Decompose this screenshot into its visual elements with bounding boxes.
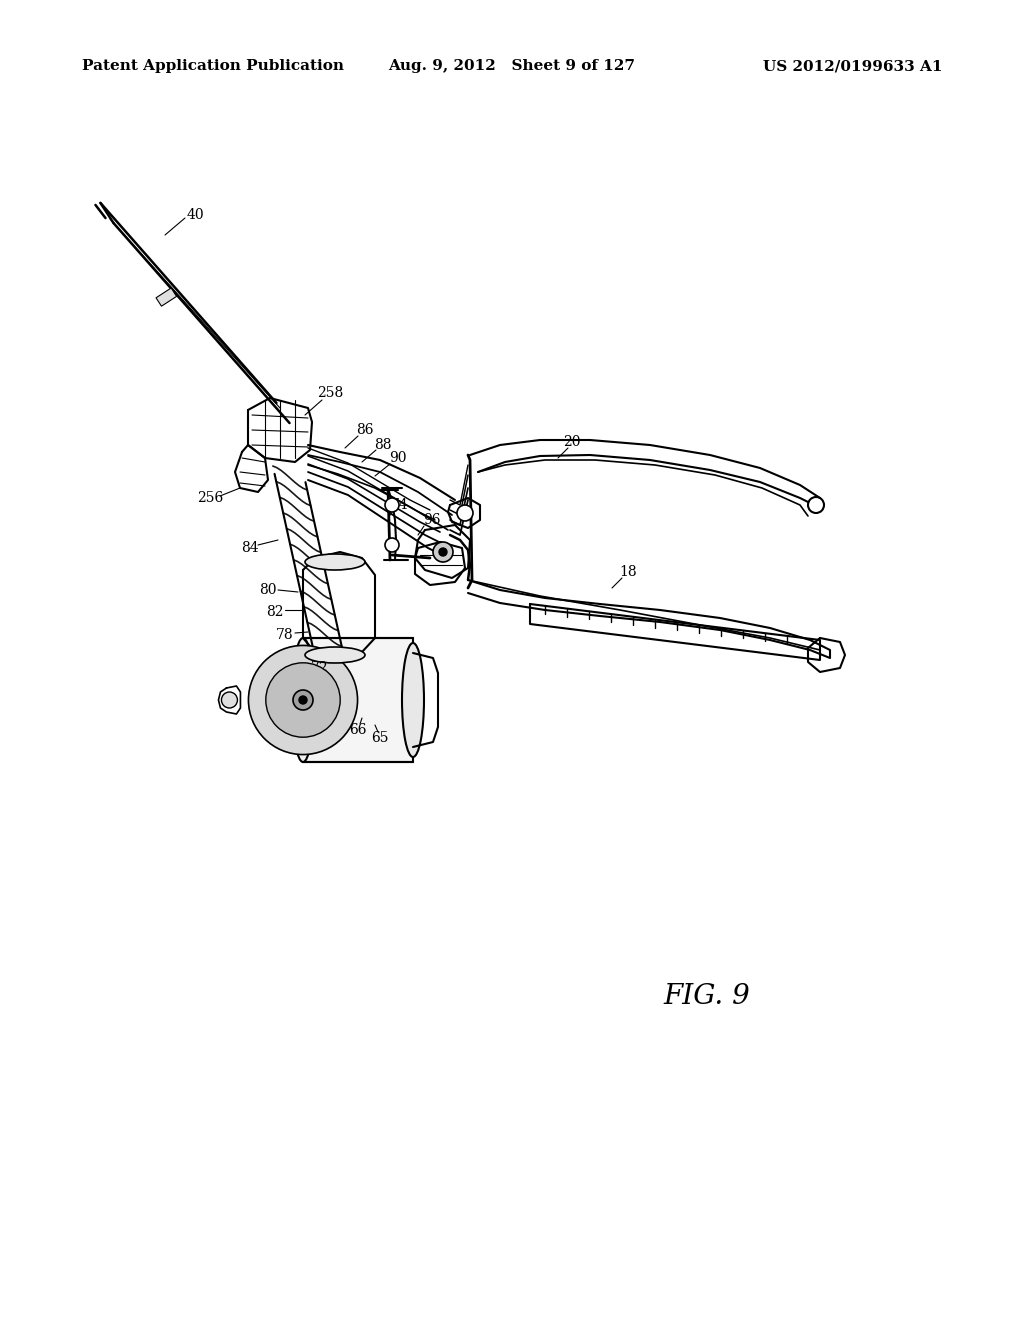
Circle shape [299, 696, 307, 704]
Text: 86: 86 [356, 422, 374, 437]
Circle shape [266, 663, 340, 737]
Circle shape [293, 690, 313, 710]
Text: 18: 18 [620, 565, 637, 579]
Text: 88: 88 [374, 438, 392, 451]
Ellipse shape [402, 643, 424, 756]
Circle shape [385, 498, 399, 512]
Text: 256: 256 [197, 491, 223, 506]
Text: 84: 84 [242, 541, 259, 554]
Circle shape [457, 506, 473, 521]
Text: 65: 65 [372, 731, 389, 744]
Circle shape [249, 645, 357, 755]
Text: 72: 72 [311, 661, 329, 675]
Text: 90: 90 [389, 451, 407, 465]
Circle shape [385, 539, 399, 552]
Text: Patent Application Publication: Patent Application Publication [82, 59, 344, 74]
Text: 74: 74 [391, 498, 409, 512]
Text: 20: 20 [563, 436, 581, 449]
Ellipse shape [292, 638, 314, 762]
Text: 80: 80 [259, 583, 276, 597]
Circle shape [433, 543, 453, 562]
Text: FIG. 9: FIG. 9 [664, 983, 750, 1010]
Bar [156, 288, 176, 306]
Ellipse shape [305, 647, 365, 663]
Ellipse shape [305, 554, 365, 570]
Text: 78: 78 [276, 628, 294, 642]
Text: 40: 40 [186, 209, 204, 222]
Circle shape [808, 498, 824, 513]
Bar [303, 638, 413, 762]
Text: Aug. 9, 2012   Sheet 9 of 127: Aug. 9, 2012 Sheet 9 of 127 [388, 59, 636, 74]
Text: US 2012/0199633 A1: US 2012/0199633 A1 [763, 59, 942, 74]
Text: 66: 66 [349, 723, 367, 737]
Circle shape [439, 548, 447, 556]
Text: 82: 82 [266, 605, 284, 619]
Circle shape [221, 692, 238, 708]
Text: 96: 96 [423, 513, 440, 527]
Text: 258: 258 [316, 385, 343, 400]
